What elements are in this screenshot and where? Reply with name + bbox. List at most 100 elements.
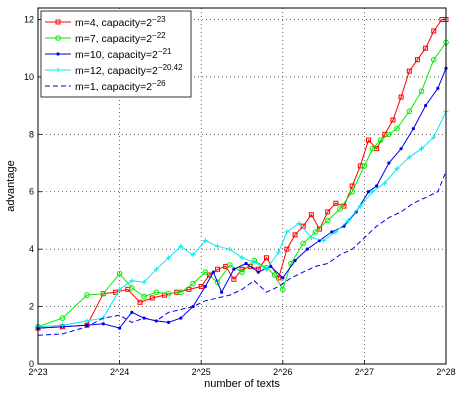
data-point — [394, 125, 400, 132]
data-point — [263, 266, 269, 272]
data-point — [354, 210, 358, 214]
data-point — [308, 212, 314, 218]
data-point — [203, 284, 207, 289]
data-point — [130, 310, 134, 314]
data-point — [357, 203, 363, 209]
legend-item: m=12, capacity=2−20.42 — [45, 63, 183, 77]
data-point — [198, 283, 204, 289]
data-point — [166, 320, 171, 324]
data-point — [406, 108, 413, 115]
legend-exponent: −26 — [152, 79, 166, 88]
data-point — [215, 243, 221, 249]
data-point — [411, 126, 415, 131]
data-point — [137, 299, 143, 305]
data-point — [268, 264, 273, 268]
data-point — [390, 117, 396, 123]
data-point — [220, 290, 224, 294]
data-point — [361, 163, 368, 169]
axes-box — [37, 7, 447, 365]
legend-label: m=12, capacity=2−20.42 — [75, 63, 183, 77]
data-point — [178, 289, 184, 296]
x-tick-label: 2^25 — [192, 367, 211, 377]
data-point — [56, 52, 60, 56]
data-point — [211, 270, 216, 274]
legend-label: m=7, capacity=2−22 — [75, 31, 166, 45]
legend-label: m=10, capacity=2−21 — [75, 47, 172, 61]
data-point — [386, 131, 392, 138]
legend-item: m=10, capacity=2−21 — [45, 47, 172, 61]
data-point — [116, 270, 123, 277]
data-point — [398, 94, 404, 100]
data-point — [59, 315, 66, 321]
x-tick-label: 2^26 — [273, 367, 292, 377]
data-point — [190, 252, 196, 258]
data-point — [271, 272, 278, 278]
x-axis-label: number of texts — [204, 378, 280, 390]
data-point — [325, 209, 331, 215]
data-point — [330, 230, 334, 234]
data-point — [186, 286, 192, 292]
y-tick-label: 8 — [29, 129, 34, 139]
data-point — [430, 56, 437, 63]
data-point — [284, 246, 290, 252]
data-point — [394, 166, 400, 172]
data-point — [300, 240, 307, 247]
data-point — [263, 255, 269, 261]
data-point — [317, 226, 323, 232]
data-point — [179, 316, 183, 320]
data-point — [59, 322, 65, 328]
data-point — [345, 217, 351, 223]
data-point — [436, 86, 440, 90]
data-point — [419, 146, 425, 152]
data-point — [165, 290, 172, 297]
data-point — [418, 88, 425, 95]
data-point — [202, 238, 208, 244]
y-tick-label: 0 — [29, 359, 34, 369]
x-tick-label: 2^28 — [436, 367, 455, 377]
data-point — [227, 246, 233, 252]
y-tick-label: 6 — [29, 187, 34, 197]
data-point — [251, 259, 257, 265]
data-point — [366, 190, 371, 194]
data-point — [423, 45, 429, 51]
legend-label: m=1, capacity=2−26 — [75, 79, 166, 93]
x-tick-label: 2^27 — [355, 367, 374, 377]
data-point — [292, 232, 298, 238]
y-tick-label: 4 — [29, 244, 34, 254]
data-point — [214, 279, 221, 285]
legend-label: m=4, capacity=2−23 — [75, 15, 166, 29]
data-point — [153, 289, 160, 296]
y-tick-label: 2 — [29, 302, 34, 312]
data-point — [215, 266, 221, 272]
series-5 — [37, 171, 447, 336]
series-line — [37, 42, 447, 328]
data-point — [117, 286, 123, 292]
legend: m=4, capacity=2−23 m=7, capacity=2−22 m=10… — [40, 10, 192, 98]
legend-exponent: −21 — [158, 47, 172, 56]
data-point — [226, 262, 233, 268]
data-point — [100, 290, 107, 297]
data-point — [178, 243, 184, 249]
data-point — [312, 229, 319, 235]
data-point — [375, 184, 379, 188]
data-point — [308, 235, 314, 241]
data-point — [129, 285, 135, 291]
data-point — [382, 180, 388, 186]
data-point — [141, 279, 147, 285]
data-point — [55, 35, 61, 41]
series-line — [37, 171, 447, 336]
data-point — [239, 269, 245, 275]
data-point — [149, 295, 155, 301]
data-point — [296, 220, 302, 226]
data-point — [153, 266, 159, 272]
data-point — [284, 229, 290, 235]
data-point — [369, 145, 376, 152]
data-point — [239, 255, 245, 261]
data-point — [101, 322, 105, 326]
data-point — [321, 238, 327, 244]
data-point — [431, 134, 437, 140]
y-tick-label: 12 — [24, 14, 34, 24]
data-point — [365, 137, 371, 143]
x-tick-label: 2^23 — [28, 367, 47, 377]
data-point — [232, 267, 236, 271]
